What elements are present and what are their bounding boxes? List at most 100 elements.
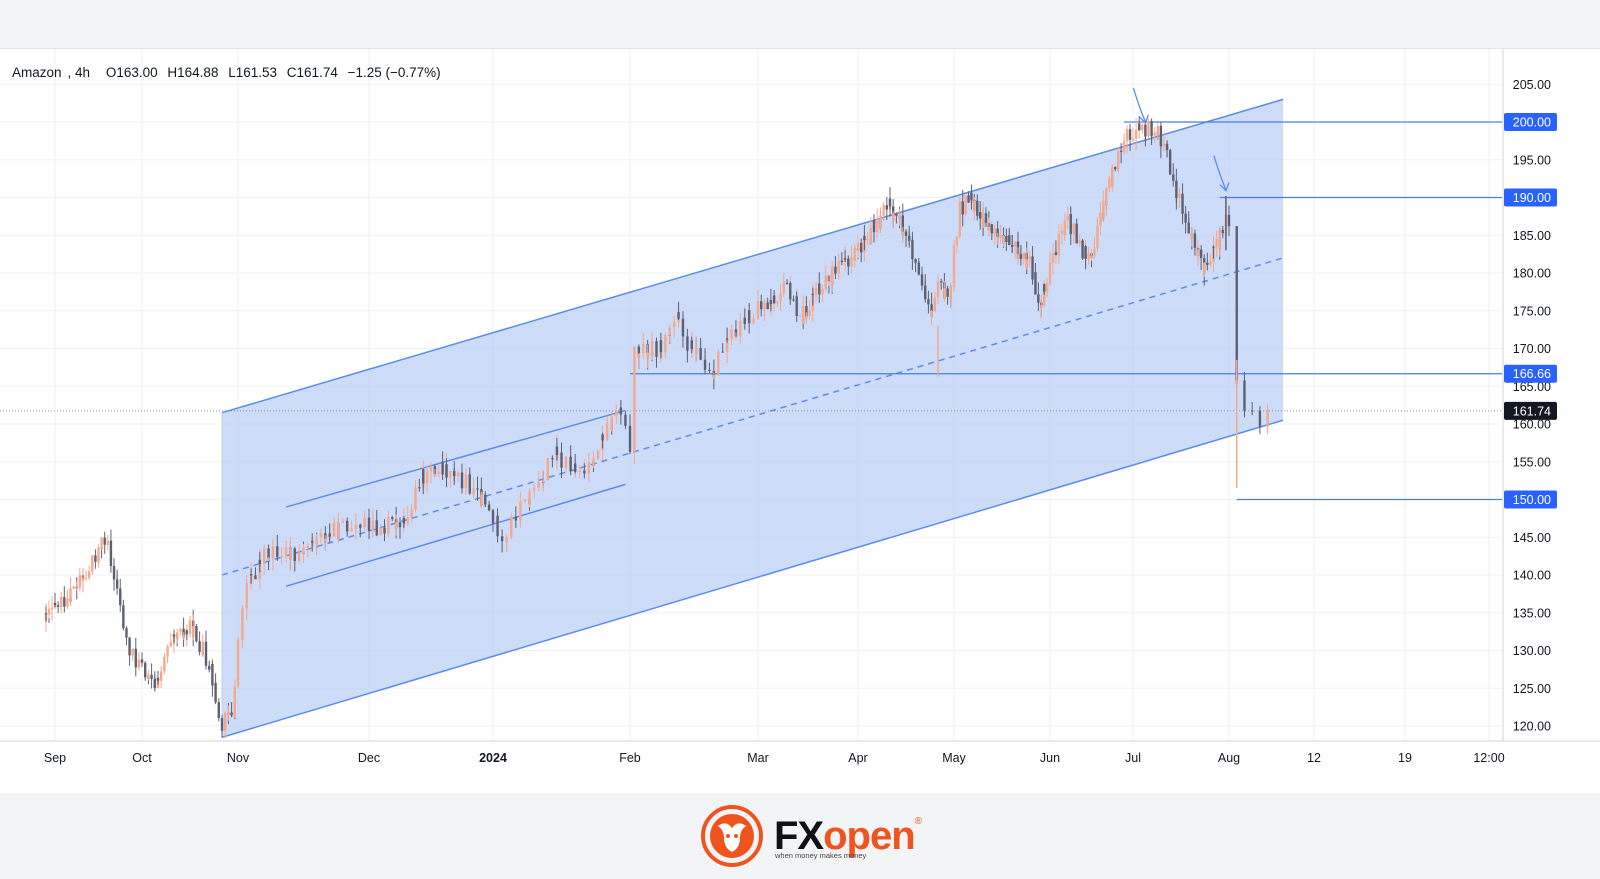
candle-body [610, 416, 613, 430]
candle-body [901, 215, 904, 235]
candle-body [981, 213, 985, 228]
candle-body [345, 526, 349, 532]
candle-body [375, 524, 378, 536]
footer-logo-area: FXopen® when money makes money [0, 793, 1600, 879]
level-price-label: 190.00 [1513, 191, 1551, 205]
candle-body [192, 626, 195, 637]
candle-body [993, 228, 996, 234]
candle-body [460, 473, 464, 489]
candle-body [182, 635, 185, 639]
candle-body [730, 329, 733, 340]
candle-body [422, 469, 425, 484]
candle-body [628, 425, 632, 452]
candle-body [805, 315, 808, 318]
time-axis-tick: Oct [132, 751, 152, 765]
candle-body [1153, 132, 1156, 136]
candle-body [827, 281, 831, 283]
candle-body [837, 262, 840, 274]
candle-body [1028, 256, 1031, 260]
candle-body [739, 320, 742, 337]
candle-body [924, 290, 927, 300]
candle-body [453, 472, 456, 477]
candle-body [551, 458, 554, 460]
candle-body [367, 517, 371, 528]
candle-body [1134, 129, 1138, 139]
price-chart[interactable]: 205.00 200.00 195.00 190.00 185.00 180.00 175.… [0, 49, 1600, 794]
level-price-label: 150.00 [1513, 493, 1551, 507]
candle-body [1031, 269, 1034, 280]
price-axis-tick: 185.00 [1513, 229, 1551, 243]
candle-body [901, 231, 904, 235]
candle-body [391, 517, 394, 519]
candle-body [204, 660, 208, 666]
candle-body [747, 310, 751, 323]
candle-body [655, 341, 658, 357]
time-axis-tick: 12:00 [1473, 751, 1504, 765]
candle-body [840, 260, 844, 262]
candle-body [464, 474, 468, 489]
candle-body [496, 515, 499, 537]
candle-body [1078, 240, 1081, 244]
candle-body [379, 527, 382, 536]
candle-body [224, 712, 227, 731]
time-axis-tick: 19 [1398, 751, 1412, 765]
candle-body [1063, 220, 1067, 235]
price-label-box [1504, 490, 1557, 509]
candle-body [1187, 226, 1190, 234]
candle-body [267, 557, 270, 560]
candle-body [821, 288, 824, 293]
candle-body [872, 220, 876, 233]
candle-body [72, 586, 75, 589]
candle-body [1048, 262, 1052, 271]
candle-body [633, 363, 636, 452]
candle-body [60, 597, 63, 601]
candle-body [433, 473, 437, 476]
candle-body [500, 536, 504, 542]
candle-body [1022, 252, 1026, 259]
candle-body [824, 275, 827, 289]
candle-body [1042, 284, 1046, 306]
candle-body [315, 537, 318, 544]
candle-body [476, 488, 479, 490]
candle-body [87, 571, 91, 573]
candle-body [1066, 215, 1069, 221]
candle-body [302, 547, 305, 554]
candle-body [319, 533, 323, 538]
candle-body [869, 227, 872, 244]
candle-body [280, 556, 283, 558]
level-price-label: 166.66 [1513, 367, 1551, 381]
candle-body [1093, 248, 1096, 256]
time-axis-tick: Aug [1218, 751, 1240, 765]
candle-body [756, 307, 760, 319]
candle-body [1172, 174, 1175, 181]
candle-body [546, 458, 549, 469]
candle-body [306, 546, 310, 548]
legend-close: C161.74 [286, 65, 338, 80]
candle-body [332, 522, 336, 537]
candle-body [258, 559, 262, 565]
candle-body [940, 281, 943, 283]
candle-body [1102, 200, 1105, 219]
candle-body [354, 524, 358, 528]
candle-body [1147, 121, 1150, 137]
candle-body [789, 282, 792, 300]
candle-body [195, 630, 198, 642]
price-axis-tick: 155.00 [1513, 455, 1551, 469]
candle-body [717, 351, 720, 363]
legend-symbol: Amazon, 4h [12, 65, 91, 80]
candle-body [1114, 167, 1117, 170]
candle-body [341, 520, 344, 523]
candle-body [564, 456, 568, 468]
candle-body [472, 488, 475, 494]
candle-body [245, 583, 248, 592]
candle-body [996, 236, 999, 239]
candle-body [798, 315, 802, 317]
candle-body [78, 575, 82, 588]
candle-body [760, 301, 763, 310]
candle-body [1221, 229, 1225, 234]
annotation-arrowhead [1138, 114, 1149, 124]
candle-body [140, 659, 144, 663]
candle-body [1025, 259, 1028, 268]
candle-body [690, 340, 693, 349]
candle-body [537, 482, 540, 488]
